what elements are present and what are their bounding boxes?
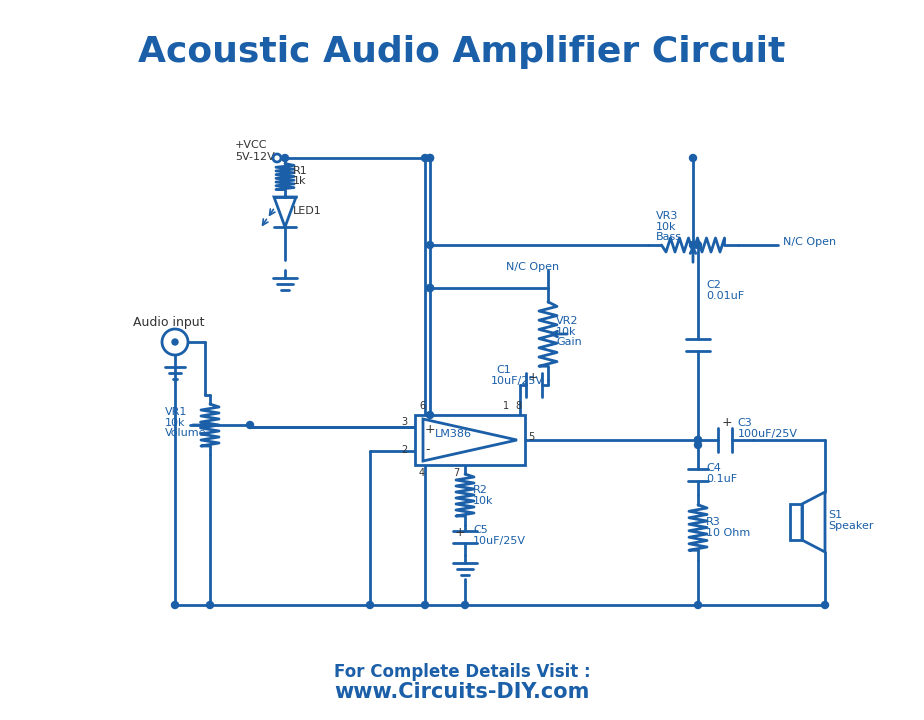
Text: +VCC: +VCC — [235, 140, 268, 150]
Text: 1k: 1k — [293, 176, 307, 186]
Text: Acoustic Audio Amplifier Circuit: Acoustic Audio Amplifier Circuit — [139, 35, 785, 69]
Circle shape — [689, 155, 697, 161]
Text: 10k: 10k — [165, 418, 186, 428]
Text: LM386: LM386 — [435, 429, 472, 439]
Text: R1: R1 — [293, 166, 308, 176]
Circle shape — [695, 601, 701, 608]
Text: Volume: Volume — [165, 428, 206, 438]
Circle shape — [689, 241, 697, 248]
Text: 10k: 10k — [656, 222, 676, 232]
Text: 5V-12V: 5V-12V — [235, 152, 274, 162]
Text: VR1: VR1 — [165, 407, 188, 417]
Text: 2: 2 — [401, 445, 407, 455]
Bar — [790, 504, 802, 540]
Circle shape — [421, 155, 429, 161]
Circle shape — [427, 155, 433, 161]
Circle shape — [821, 601, 829, 608]
Circle shape — [461, 601, 468, 608]
Circle shape — [427, 155, 433, 161]
Circle shape — [695, 441, 701, 449]
Text: 10 Ohm: 10 Ohm — [706, 528, 750, 538]
Text: +: + — [425, 423, 435, 436]
Text: -: - — [425, 443, 430, 456]
Text: Bass: Bass — [656, 232, 682, 242]
Text: 6: 6 — [419, 401, 425, 411]
Circle shape — [421, 601, 429, 608]
Text: For Complete Details Visit :: For Complete Details Visit : — [334, 663, 590, 681]
Text: N/C Open: N/C Open — [783, 237, 836, 247]
Text: 8: 8 — [515, 401, 521, 411]
Text: Speaker: Speaker — [828, 521, 873, 531]
Text: Audio input: Audio input — [133, 316, 204, 329]
Text: Gain: Gain — [556, 337, 582, 347]
Text: 3: 3 — [401, 417, 407, 427]
Text: 1: 1 — [503, 401, 509, 411]
Text: LED1: LED1 — [293, 206, 322, 216]
Text: +: + — [528, 371, 539, 384]
Text: 10uF/25V: 10uF/25V — [473, 536, 526, 546]
Text: 5: 5 — [528, 432, 534, 442]
Text: 7: 7 — [453, 468, 459, 478]
Circle shape — [367, 601, 373, 608]
Text: www.Circuits-DIY.com: www.Circuits-DIY.com — [334, 682, 590, 702]
Text: 100uF/25V: 100uF/25V — [737, 429, 797, 439]
Text: 0.01uF: 0.01uF — [706, 291, 744, 301]
Text: VR3: VR3 — [656, 211, 678, 221]
Text: 0.1uF: 0.1uF — [706, 474, 737, 484]
Text: +: + — [455, 526, 466, 539]
Text: C1: C1 — [496, 365, 511, 375]
Circle shape — [172, 601, 178, 608]
Text: R2: R2 — [473, 485, 488, 495]
Circle shape — [282, 155, 288, 161]
Text: 10uF/25V: 10uF/25V — [491, 376, 544, 386]
Circle shape — [695, 241, 701, 248]
Text: C5: C5 — [473, 525, 488, 535]
Text: C3: C3 — [737, 418, 752, 428]
Text: 10k: 10k — [556, 327, 577, 337]
Text: C2: C2 — [706, 280, 721, 290]
Circle shape — [206, 601, 213, 608]
Circle shape — [427, 412, 433, 418]
Circle shape — [695, 436, 701, 444]
Text: 10k: 10k — [473, 496, 493, 506]
Circle shape — [172, 339, 178, 345]
Circle shape — [247, 421, 253, 428]
Circle shape — [427, 284, 433, 292]
Text: N/C Open: N/C Open — [506, 262, 559, 272]
Circle shape — [695, 436, 701, 444]
Text: +: + — [722, 416, 732, 429]
Bar — [415, 415, 525, 465]
Text: R3: R3 — [706, 517, 721, 527]
Text: C4: C4 — [706, 463, 721, 473]
Text: 4: 4 — [419, 468, 425, 478]
Circle shape — [427, 241, 433, 248]
Text: VR2: VR2 — [556, 316, 578, 326]
Text: S1: S1 — [828, 510, 842, 520]
Circle shape — [427, 284, 433, 292]
